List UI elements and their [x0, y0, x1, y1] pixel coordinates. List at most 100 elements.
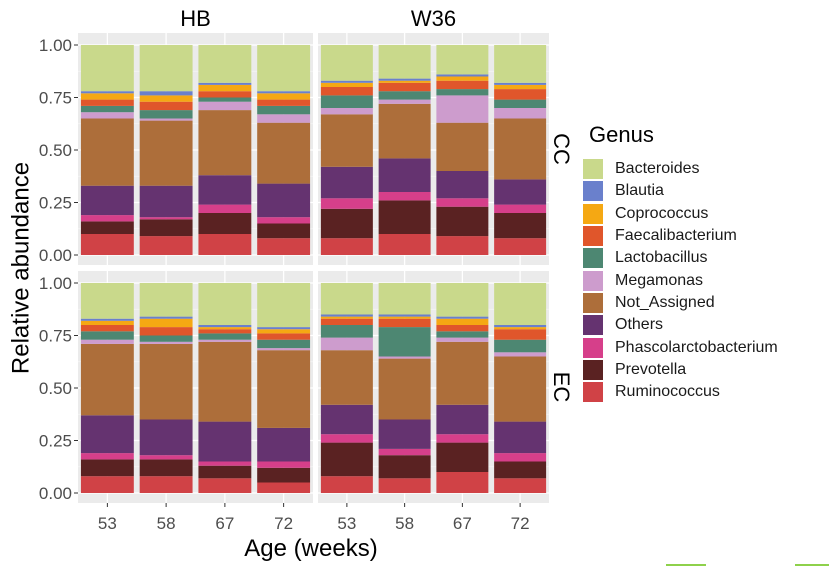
bar-segment-faecalibacterium [257, 99, 311, 106]
bar-segment-blautia [436, 74, 489, 77]
bar-segment-blautia [320, 80, 373, 83]
bar-segment-ruminococcus [494, 478, 547, 493]
bar-segment-not-assigned [257, 350, 311, 428]
legend-label: Coprococcus [615, 204, 709, 222]
bar-segment-faecalibacterium [257, 333, 311, 340]
bar-segment-bacteroides [198, 283, 252, 325]
bar-segment-bacteroides [80, 283, 134, 319]
y-tick-label: 0.50 [39, 379, 72, 398]
bar-segment-not-assigned [80, 343, 134, 416]
facet-column-label: W36 [411, 6, 456, 31]
bar-segment-prevotella [494, 461, 547, 479]
bar-segment-faecalibacterium [320, 318, 373, 325]
bar-segment-prevotella [320, 208, 373, 239]
bar-segment-bacteroides [139, 45, 193, 92]
bar-segment-others [494, 179, 547, 205]
bar-segment-ruminococcus [494, 238, 547, 255]
bar-segment-prevotella [257, 223, 311, 239]
bar-segment-bacteroides [320, 283, 373, 315]
x-tick-label: 67 [453, 514, 472, 533]
bar-segment-faecalibacterium [494, 89, 547, 100]
bar-segment-prevotella [494, 213, 547, 239]
legend-item: Others [583, 314, 778, 336]
bar-segment-megamonas [80, 339, 134, 344]
bar-segment-blautia [494, 325, 547, 328]
bar-segment-not-assigned [139, 120, 193, 186]
y-tick-label: 0.00 [39, 484, 72, 503]
bar-segment-megamonas [257, 114, 311, 123]
bar-segment-lactobacillus [320, 95, 373, 108]
bar-segment-blautia [80, 318, 134, 321]
bar-segment-ruminococcus [320, 476, 373, 493]
bar-segment-phascolarctobacterium [257, 217, 311, 224]
bar-segment-prevotella [378, 455, 431, 479]
bar-segment-faecalibacterium [198, 329, 252, 334]
bar-segment-not-assigned [378, 358, 431, 420]
bar-segment-others [198, 175, 252, 205]
bar-segment-megamonas [378, 99, 431, 104]
x-tick-label: 58 [395, 514, 414, 533]
bar-segment-coprococcus [320, 82, 373, 87]
legend-item: Blautia [583, 180, 778, 202]
bar-segment-ruminococcus [257, 238, 311, 255]
facet-row-label: EC [549, 372, 574, 403]
bar-segment-ruminococcus [257, 482, 311, 493]
bar-segment-phascolarctobacterium [436, 198, 489, 207]
bar-segment-lactobacillus [436, 89, 489, 96]
bar-segment-bacteroides [436, 45, 489, 75]
bar-segment-blautia [198, 82, 252, 85]
y-tick-label: 0.25 [39, 432, 72, 451]
bar-segment-faecalibacterium [436, 80, 489, 90]
x-tick-label: 53 [337, 514, 356, 533]
bar-segment-not-assigned [139, 343, 193, 420]
bar-segment-coprococcus [257, 329, 311, 334]
legend-title: Genus [589, 122, 654, 147]
legend-label: Ruminococcus [615, 383, 720, 401]
legend-label: Blautia [615, 182, 664, 200]
bar-segment-blautia [378, 314, 431, 317]
x-tick-label: 67 [215, 514, 234, 533]
bar-segment-megamonas [494, 108, 547, 119]
bar-segment-others [378, 158, 431, 192]
bar-segment-megamonas [494, 352, 547, 357]
bar-segment-ruminococcus [378, 478, 431, 493]
bar-segment-prevotella [80, 459, 134, 477]
bar-segment-ruminococcus [198, 234, 252, 255]
legend-item: Lactobacillus [583, 247, 778, 269]
bar-segment-megamonas [198, 101, 252, 111]
bar-segment-prevotella [198, 213, 252, 234]
bar-segment-bacteroides [494, 45, 547, 83]
bar-segment-coprococcus [80, 320, 134, 325]
bar-segment-coprococcus [80, 93, 134, 100]
bar-segment-prevotella [139, 219, 193, 237]
bar-segment-not-assigned [198, 341, 252, 422]
legend-item: Megamonas [583, 269, 778, 291]
bar-segment-prevotella [378, 200, 431, 234]
bar-segment-lactobacillus [494, 99, 547, 108]
legend-swatch [583, 337, 603, 358]
bar-segment-prevotella [139, 459, 193, 477]
legend-item: Prevotella [583, 359, 778, 381]
legend-swatch [583, 270, 603, 291]
bar-segment-phascolarctobacterium [139, 455, 193, 460]
bar-segment-coprococcus [378, 80, 431, 83]
bar-segment-lactobacillus [139, 110, 193, 119]
bar-segment-ruminococcus [378, 234, 431, 255]
bar-segment-others [378, 419, 431, 449]
bar-segment-not-assigned [494, 356, 547, 422]
bar-segment-blautia [139, 91, 193, 96]
bar-segment-prevotella [436, 442, 489, 472]
bar-segment-prevotella [80, 221, 134, 234]
bar-segment-phascolarctobacterium [257, 461, 311, 468]
bar-segment-not-assigned [378, 103, 431, 159]
bar-segment-bacteroides [139, 283, 193, 317]
bar-segment-lactobacillus [198, 97, 252, 102]
bar-segment-megamonas [320, 108, 373, 115]
bar-segment-ruminococcus [139, 236, 193, 255]
bar-segment-bacteroides [257, 45, 311, 92]
bar-segment-phascolarctobacterium [320, 434, 373, 443]
bar-segment-others [80, 415, 134, 454]
legend-item: Bacteroides [583, 158, 778, 180]
bar-segment-ruminococcus [436, 236, 489, 255]
